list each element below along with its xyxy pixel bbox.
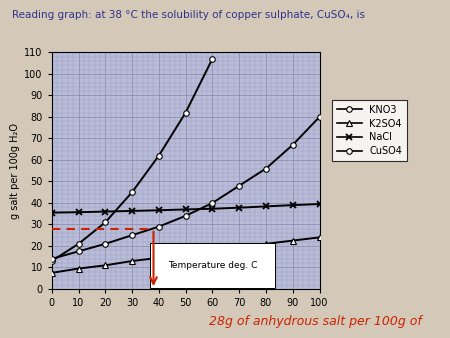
Legend: KNO3, K2SO4, NaCl, CuSO4: KNO3, K2SO4, NaCl, CuSO4 [333,100,407,161]
Y-axis label: g salt per 100g H₂O: g salt per 100g H₂O [10,123,20,219]
Text: Reading graph: at 38 °C the solubility of copper sulphate, CuSO₄, is: Reading graph: at 38 °C the solubility o… [13,10,365,20]
Text: 28g of anhydrous salt per 100g of: 28g of anhydrous salt per 100g of [209,315,421,328]
Text: Temperature deg. C: Temperature deg. C [168,261,257,270]
